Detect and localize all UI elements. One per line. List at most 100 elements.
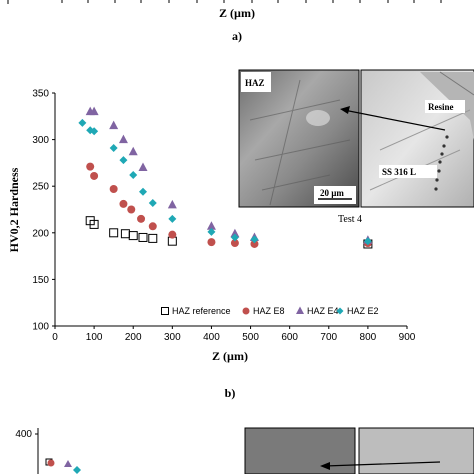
data-point	[168, 214, 177, 223]
data-point	[90, 171, 99, 180]
data-point	[138, 162, 148, 172]
y-ticks: 100 150 200 250 300 350	[32, 89, 55, 333]
pointer-arrow	[343, 109, 446, 131]
indent-mark	[434, 187, 438, 191]
indent-mark	[445, 135, 449, 139]
x-tick-label: 100	[86, 332, 103, 343]
panel-c-ytick-400: 400	[15, 429, 32, 440]
y-tick-label: 150	[32, 275, 49, 286]
data-point	[118, 134, 128, 144]
legend-marker	[296, 306, 304, 314]
inset-caption: Test 4	[338, 214, 362, 225]
data-point	[90, 127, 99, 136]
legend-marker	[336, 307, 344, 315]
data-point	[207, 238, 216, 247]
y-tick-label: 250	[32, 182, 49, 193]
data-point	[168, 230, 177, 239]
y-axis-label: HV0,2 Hardness	[7, 167, 21, 252]
x-ticks: 0 100 200 300 400 500 600 700 800 900	[52, 326, 416, 343]
data-point	[148, 233, 158, 243]
x-tick-label: 600	[281, 332, 298, 343]
data-point	[250, 235, 259, 244]
legend-marker	[161, 307, 169, 315]
indent-mark	[442, 144, 446, 148]
data-point	[119, 199, 128, 208]
indent-mark	[437, 169, 441, 173]
data-point	[138, 232, 148, 242]
panel-c-micrograph-left	[244, 427, 356, 474]
x-tick-label: 200	[125, 332, 142, 343]
x-tick-label: 900	[399, 332, 416, 343]
panel-a-caption: a)	[232, 29, 242, 43]
legend-entry: HAZ E4	[296, 306, 339, 316]
data-point	[129, 171, 138, 180]
data-point	[250, 239, 259, 248]
indent-mark	[440, 152, 444, 156]
data-point	[230, 228, 240, 238]
data-point	[128, 146, 138, 156]
x-tick-label: 800	[360, 332, 377, 343]
data-point	[148, 198, 157, 207]
data-point	[109, 120, 119, 130]
x-tick-label: 400	[203, 332, 220, 343]
haz-label: HAZ	[245, 78, 265, 88]
data-point	[137, 214, 146, 223]
legend-label: HAZ reference	[172, 306, 231, 316]
legend-entry: HAZ reference	[161, 306, 231, 316]
data-point	[167, 199, 177, 209]
resine-label: Resine	[428, 102, 454, 112]
data-point	[86, 162, 95, 171]
data-point	[109, 228, 119, 238]
data-point	[119, 156, 128, 165]
legend-label: HAZ E8	[253, 306, 285, 316]
scale-bar-label: 20 µm	[320, 188, 344, 198]
indent-mark	[435, 178, 439, 182]
x-tick-label: 300	[164, 332, 181, 343]
data-point	[139, 187, 147, 196]
x-tick-label: 700	[320, 332, 337, 343]
legend-entry: HAZ E8	[242, 306, 285, 316]
data-point	[109, 184, 118, 193]
ss316l-label: SS 316 L	[382, 167, 416, 177]
series-0	[85, 216, 373, 249]
data-point	[127, 205, 136, 214]
x-tick-label: 0	[52, 332, 58, 343]
axes	[54, 93, 407, 327]
indent-marks	[434, 135, 449, 191]
indent-mark	[438, 160, 442, 164]
data-point	[363, 237, 372, 246]
legend-entry: HAZ E2	[336, 306, 379, 316]
y-tick-label: 300	[32, 135, 49, 146]
data-point	[120, 229, 130, 239]
data-point	[78, 118, 87, 127]
data-point	[230, 233, 239, 242]
data-point	[128, 231, 138, 241]
panel-b-caption: b)	[225, 386, 236, 400]
haz-micrograph	[238, 69, 360, 208]
y-tick-label: 350	[32, 89, 49, 100]
legend-label: HAZ E2	[347, 306, 379, 316]
x-axis-label: Z (µm)	[212, 349, 248, 363]
y-tick-label: 200	[32, 228, 49, 239]
x-tick-label: 500	[242, 332, 259, 343]
data-point	[207, 227, 216, 236]
data-points	[78, 106, 373, 249]
panel-c-fragment: 400	[15, 427, 474, 474]
data-point	[148, 222, 157, 231]
panel-a-xlabel: Z (µm)	[219, 6, 255, 20]
data-point	[230, 239, 239, 248]
legend-marker	[242, 307, 250, 315]
series-3	[78, 118, 372, 246]
data-point	[109, 143, 118, 152]
data-point	[89, 106, 99, 116]
data-point	[89, 219, 99, 229]
micrograph-inset: HAZ 20 µm Resine SS 316 L Test 4	[238, 69, 474, 225]
legend-label: HAZ E4	[307, 306, 339, 316]
y-tick-label: 100	[32, 322, 49, 333]
legend: HAZ reference HAZ E8 HAZ E4 HAZ E2	[161, 306, 379, 316]
panel-a-fragment: Z (µm) a)	[7, 0, 442, 43]
panel-c-micrograph-right	[358, 427, 474, 474]
data-point	[206, 221, 216, 230]
